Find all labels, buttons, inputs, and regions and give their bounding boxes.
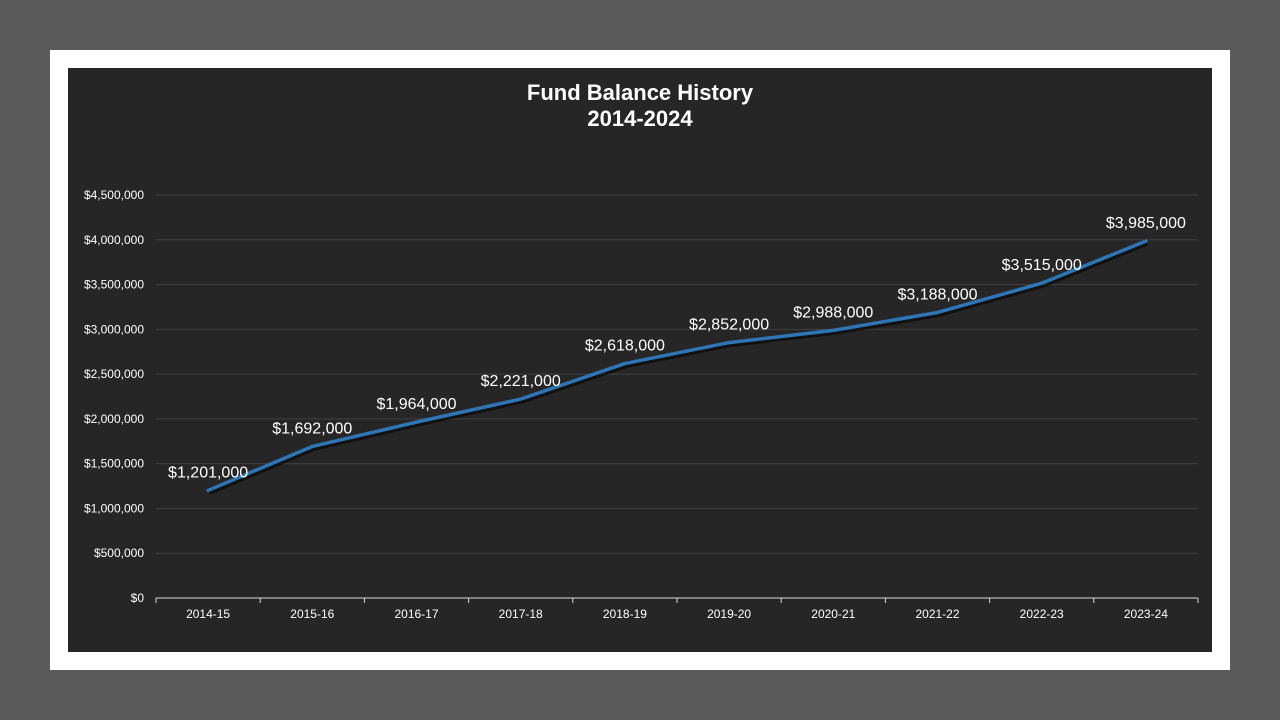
line-chart: $0 $500,000 $1,000,000 $1,500,000 $2,000,000… [84,188,1199,621]
y-tick-label: $1,500,000 [84,457,144,471]
data-label: $1,201,000 [168,464,248,481]
x-tick-label: 2023-24 [1124,607,1168,621]
chart-title: Fund Balance History [526,80,754,105]
y-tick-label: $0 [131,591,145,605]
y-tick-label: $1,000,000 [84,501,144,515]
x-tick-label: 2021-22 [915,607,959,621]
data-label: $3,188,000 [897,286,977,303]
x-tick-label: 2020-21 [811,607,855,621]
y-tick-label: $2,000,000 [84,412,144,426]
data-label: $1,964,000 [376,396,456,413]
data-label: $2,618,000 [585,338,665,355]
y-tick-label: $4,000,000 [84,233,144,247]
chart-area: Fund Balance History 2014-2024 $0 $500,00… [68,68,1212,652]
x-tick-label: 2015-16 [290,607,334,621]
y-tick-label: $500,000 [94,546,144,560]
x-tick-label: 2014-15 [186,607,230,621]
data-label: $1,692,000 [272,420,352,437]
x-tick-label: 2022-23 [1020,607,1064,621]
data-label: $3,985,000 [1106,215,1186,232]
x-tick-label: 2018-19 [603,607,647,621]
series-line-shadow [208,241,1149,495]
x-tick-label: 2016-17 [394,607,438,621]
y-tick-label: $4,500,000 [84,188,144,202]
series-line [206,239,1148,493]
data-label: $2,852,000 [689,317,769,334]
y-tick-label: $3,000,000 [84,322,144,336]
chart-title-block: Fund Balance History 2014-2024 [68,80,1212,132]
x-tick-label: 2019-20 [707,607,751,621]
y-tick-label: $2,500,000 [84,367,144,381]
data-label: $2,988,000 [793,304,873,321]
x-tick-label: 2017-18 [499,607,543,621]
chart-subtitle: 2014-2024 [587,106,693,131]
data-label: $3,515,000 [1002,257,1082,274]
data-label: $2,221,000 [481,373,561,390]
y-tick-label: $3,500,000 [84,278,144,292]
